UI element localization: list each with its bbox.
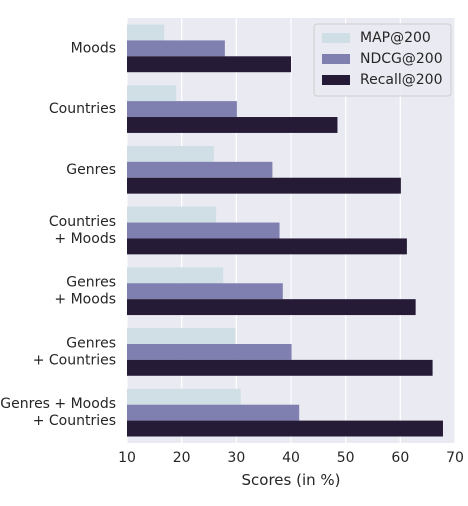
x-tick-label: 30	[227, 450, 245, 466]
bar-map-200-1	[127, 85, 177, 102]
bar-recall-200-4	[127, 299, 416, 316]
bar-recall-200-3	[127, 238, 407, 255]
legend-swatch	[322, 33, 350, 43]
legend-label: Recall@200	[360, 72, 443, 88]
bar-map-200-6	[127, 388, 241, 405]
bar-ndcg-200-5	[127, 343, 292, 360]
bar-map-200-4	[127, 267, 224, 284]
bar-map-200-3	[127, 206, 217, 223]
category-label: Genres + Moods	[54, 275, 116, 308]
bar-ndcg-200-0	[127, 40, 225, 57]
bar-map-200-5	[127, 328, 236, 344]
bar-ndcg-200-6	[127, 404, 300, 421]
category-label: Genres + Countries	[33, 335, 116, 368]
x-tick-label: 70	[446, 450, 464, 466]
bar-recall-200-5	[127, 359, 433, 376]
bar-map-200-0	[127, 24, 165, 41]
bar-recall-200-1	[127, 117, 338, 133]
bar-ndcg-200-1	[127, 101, 237, 118]
category-label: Moods	[71, 40, 116, 56]
x-tick-label: 10	[118, 450, 136, 466]
bar-ndcg-200-2	[127, 161, 273, 178]
legend-swatch	[322, 54, 350, 64]
bar-recall-200-2	[127, 177, 401, 194]
legend-swatch	[322, 75, 350, 85]
x-tick-label: 20	[173, 450, 191, 466]
bar-recall-200-6	[127, 420, 443, 437]
x-axis-title: Scores (in %)	[242, 471, 341, 489]
category-label: Countries	[49, 101, 116, 117]
legend-label: NDCG@200	[360, 51, 443, 67]
x-tick-label: 50	[337, 450, 355, 466]
category-label: Genres + Moods + Countries	[0, 396, 116, 429]
bar-ndcg-200-4	[127, 283, 283, 300]
x-tick-label: 60	[391, 450, 409, 466]
bar-map-200-2	[127, 145, 214, 162]
x-tick-label: 40	[282, 450, 300, 466]
bar-recall-200-0	[127, 56, 291, 73]
legend-label: MAP@200	[360, 30, 431, 46]
category-label: Countries + Moods	[49, 214, 116, 247]
bar-ndcg-200-3	[127, 222, 280, 239]
category-label: Genres	[66, 162, 116, 178]
